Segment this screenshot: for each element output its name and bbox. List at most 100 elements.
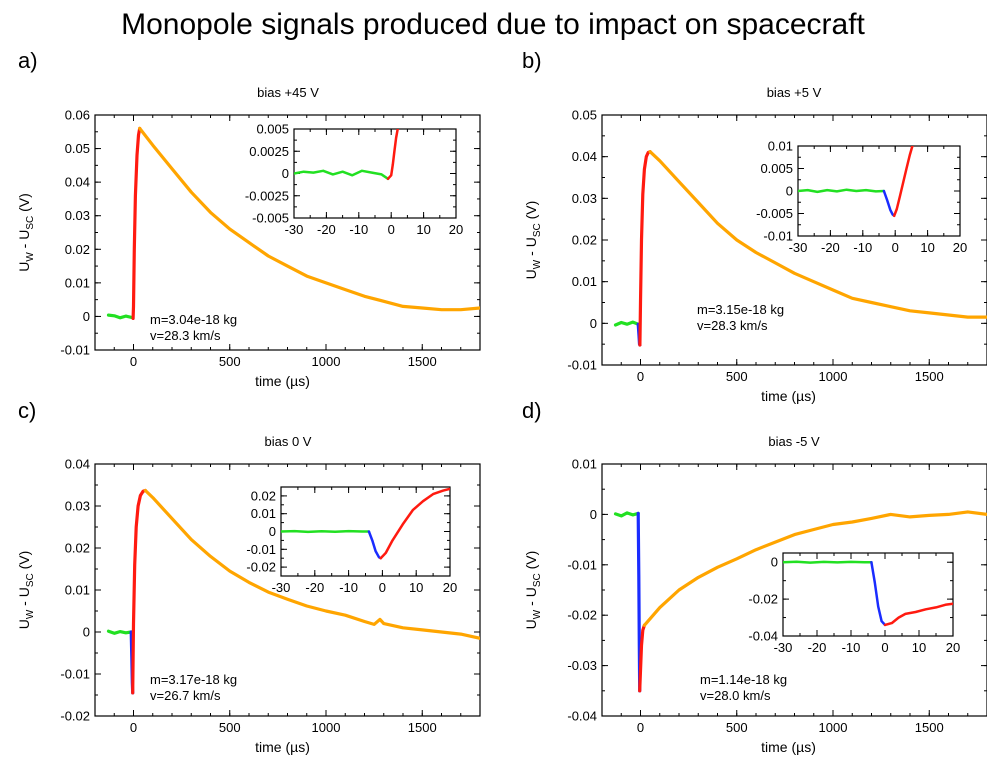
series-line-pre [106, 629, 133, 635]
series-line-decay [143, 488, 480, 640]
inset-x-tick-label: 20 [946, 640, 960, 655]
inset-x-tick-label: 10 [912, 640, 926, 655]
x-tick-label: 500 [219, 354, 241, 369]
panel-d: d)bias -5 V0 500 1000 1500-0.04-0.03-0.02-0… [522, 398, 987, 755]
annotation-line: v=28.3 km/s [150, 328, 221, 343]
inset-y-tick-label: -0.0025 [245, 188, 289, 203]
series-line-rise [638, 150, 652, 347]
x-tick-label: 0 [130, 354, 137, 369]
y-axis-label-part: - U [523, 587, 539, 610]
annotation-line: m=3.04e-18 kg [150, 312, 237, 327]
inset-x-tick-label: 0 [379, 580, 386, 595]
inset-plot: -30 -20 -10 0 10 20 -0.005 -0.0025 0 0.0025 0.005 [245, 122, 463, 238]
inset-x-tick-label: 10 [416, 222, 430, 237]
y-tick-label: 0.01 [572, 274, 597, 289]
y-tick-label: 0.01 [572, 457, 597, 472]
inset-plot: -30 -20 -10 0 10 20 -0.02 -0.01 0 0.01 0.02 [246, 486, 457, 595]
inset-x-tick-label: 10 [409, 580, 423, 595]
y-tick-label: 0 [590, 507, 597, 522]
inset-y-tick-label: -0.02 [748, 592, 778, 607]
inset-x-tick-label: -30 [272, 580, 291, 595]
y-tick-label: 0.01 [65, 583, 90, 598]
x-tick-label: 1000 [819, 720, 848, 735]
panel-label: d) [522, 398, 542, 423]
y-axis-label-part: W [25, 252, 36, 262]
inset-plot: -30 -20 -10 0 10 20 -0.01 -0.005 0 0.005 0.01 [756, 139, 967, 256]
inset-plot-frame [782, 552, 954, 637]
y-axis-label-part: U [523, 619, 539, 629]
x-tick-label: 1000 [819, 369, 848, 384]
figure-title: Monopole signals produced due to impact … [121, 8, 865, 41]
inset-y-tick-label: -0.04 [748, 629, 778, 644]
y-tick-label: -0.01 [567, 358, 597, 373]
y-axis-label-part: U [16, 262, 32, 272]
inset-y-tick-label: 0.02 [251, 488, 276, 503]
x-axis-label: time (µs) [255, 373, 310, 389]
y-tick-label: -0.01 [60, 667, 90, 682]
y-tick-label: 0.03 [65, 208, 90, 223]
inset-y-tick-label: 0 [771, 555, 778, 570]
panels: a)bias +45 V0 500 1000 1500-0.0100.010.020.… [16, 48, 987, 755]
x-tick-label: 0 [130, 720, 137, 735]
y-axis-label-part: (V) [16, 193, 32, 216]
series-line-rise [638, 623, 647, 693]
inset-y-tick-label: -0.02 [246, 560, 276, 575]
y-axis-label-part: (V) [16, 551, 32, 574]
x-tick-label: 1500 [915, 369, 944, 384]
inset-x-tick-label: -10 [349, 222, 368, 237]
y-tick-label: 0.04 [572, 149, 597, 164]
y-axis-label: UW - USC (V) [16, 193, 36, 272]
inset-x-tick-label: -30 [774, 640, 793, 655]
inset-y-tick-label: -0.005 [252, 211, 289, 226]
y-tick-label: 0.03 [572, 191, 597, 206]
inset-series-line-rise [883, 602, 953, 627]
y-tick-label: -0.03 [567, 658, 597, 673]
panel-label: b) [522, 48, 542, 73]
y-tick-label: 0.02 [65, 242, 90, 257]
y-axis-label-part: U [523, 269, 539, 279]
y-tick-label: -0.04 [567, 709, 597, 724]
x-tick-label: 0 [637, 369, 644, 384]
panel-title: bias 0 V [265, 434, 312, 449]
inset-series-line-pre [294, 169, 390, 181]
series-line-pre [613, 511, 640, 518]
y-axis-label-part: (V) [523, 551, 539, 574]
inset-y-tick-label: 0.005 [256, 122, 289, 137]
inset-series-line-neg [870, 560, 887, 627]
series-line-decay [648, 150, 987, 319]
inset-x-tick-label: 0 [881, 640, 888, 655]
inset-y-tick-label: 0.01 [251, 506, 276, 521]
inset-x-tick-label: 0 [892, 240, 899, 255]
inset-y-tick-label: 0.0025 [249, 144, 289, 159]
panel-c: c)bias 0 V0 500 1000 1500-0.02-0.0100.010.0… [16, 398, 481, 755]
inset-x-tick-label: 20 [953, 240, 967, 255]
inset-x-tick-label: 20 [449, 222, 463, 237]
y-tick-label: 0.01 [65, 275, 90, 290]
inset-x-tick-label: -10 [339, 580, 358, 595]
inset-y-tick-label: 0 [786, 184, 793, 199]
y-tick-label: 0.04 [65, 457, 90, 472]
series-line-pre [106, 313, 134, 320]
x-tick-label: 1500 [915, 720, 944, 735]
inset-series-line-neg [367, 530, 382, 560]
inset-x-tick-label: 10 [920, 240, 934, 255]
inset-y-tick-label: -0.01 [246, 542, 276, 557]
y-axis-label-part: SC [25, 573, 36, 587]
x-tick-label: 1500 [408, 354, 437, 369]
inset-x-tick-label: -10 [842, 640, 861, 655]
y-axis-label-part: W [532, 259, 543, 269]
y-axis-label-part: W [532, 609, 543, 619]
inset-x-tick-label: -30 [789, 240, 808, 255]
y-tick-label: -0.02 [567, 608, 597, 623]
inset-x-tick-label: 0 [388, 222, 395, 237]
annotation-line: m=3.17e-18 kg [150, 672, 237, 687]
inset-x-tick-label: -20 [305, 580, 324, 595]
y-axis-label-part: - U [16, 230, 32, 253]
y-axis-label-part: SC [25, 216, 36, 230]
y-axis-label: UW - USC (V) [523, 551, 543, 630]
inset-plot: -30 -20 -10 0 10 20 -0.04 -0.02 0 [748, 552, 960, 655]
annotation-line: v=28.3 km/s [697, 318, 768, 333]
y-axis-label-part: - U [16, 587, 32, 610]
inset-y-tick-label: 0 [269, 524, 276, 539]
